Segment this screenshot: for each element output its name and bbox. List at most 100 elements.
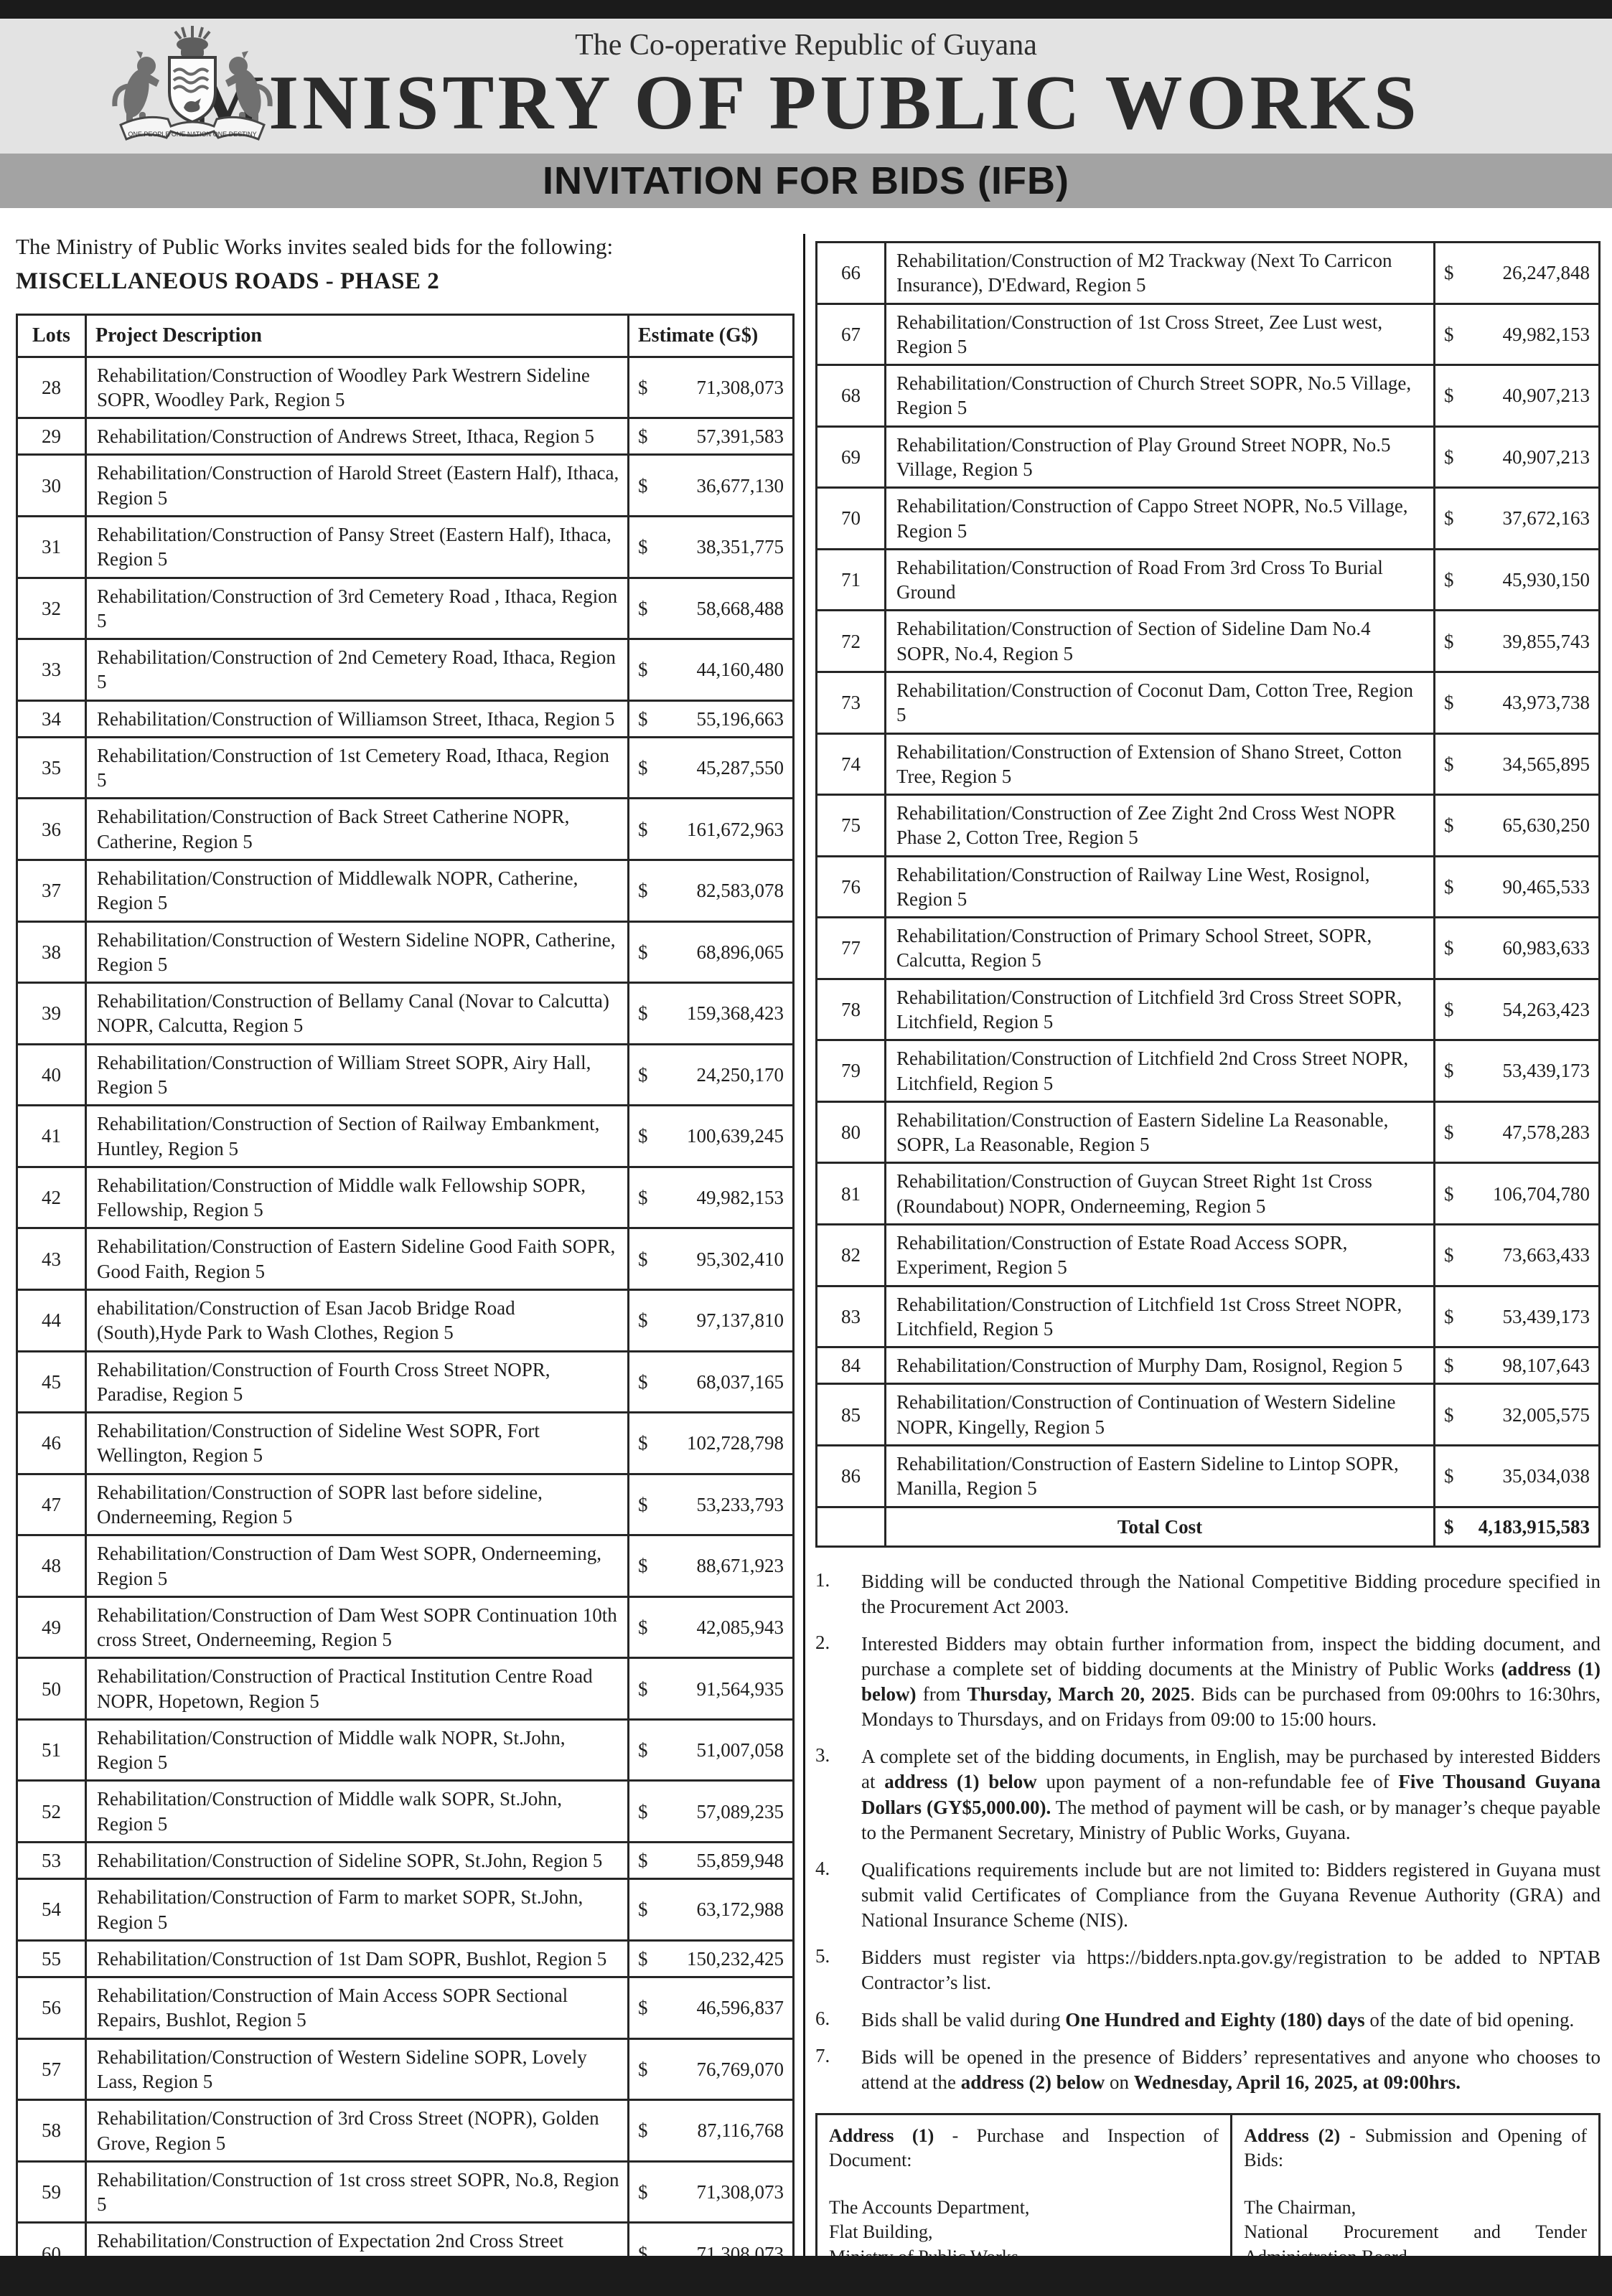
project-description: Rehabilitation/Construction of Middle wa… bbox=[85, 1165, 629, 1230]
project-description: Rehabilitation/Construction of Middlewal… bbox=[85, 859, 629, 923]
estimate-amount: 60,983,633 bbox=[1502, 937, 1590, 959]
right-column: 66 Rehabilitation/Construction of M2 Tra… bbox=[815, 234, 1601, 2296]
project-description: Rehabilitation/Construction of Bellamy C… bbox=[85, 982, 629, 1045]
estimate-cell: $ 68,896,065 bbox=[627, 920, 795, 984]
currency-symbol: $ bbox=[1444, 1515, 1454, 1538]
text-segment: Flat Building, bbox=[829, 2221, 933, 2243]
lot-number: 82 bbox=[815, 1223, 886, 1287]
table-row: 36 Rehabilitation/Construction of Back S… bbox=[16, 797, 795, 862]
table-row: 37 Rehabilitation/Construction of Middle… bbox=[16, 859, 795, 923]
table-row: 59 Rehabilitation/Construction of 1st cr… bbox=[16, 2160, 795, 2224]
bottom-border-bar bbox=[0, 2256, 1612, 2296]
estimate-amount: 63,172,988 bbox=[696, 1899, 784, 1921]
lot-number: 51 bbox=[16, 1718, 87, 1782]
text-segment: - Submission and Opening of Bids: bbox=[1244, 2125, 1588, 2171]
table-row: 58 Rehabilitation/Construction of 3rd Cr… bbox=[16, 2099, 795, 2163]
lot-number: 83 bbox=[815, 1284, 886, 1349]
address-line: The Accounts Department, bbox=[829, 2196, 1219, 2221]
estimate-cell: $ 54,263,423 bbox=[1433, 977, 1601, 1042]
lot-number: 85 bbox=[815, 1383, 886, 1446]
currency-symbol: $ bbox=[1444, 323, 1454, 345]
currency-symbol: $ bbox=[638, 659, 648, 681]
lot-number: 41 bbox=[16, 1104, 87, 1168]
table-row: 32 Rehabilitation/Construction of 3rd Ce… bbox=[16, 576, 795, 641]
project-description: Rehabilitation/Construction of Extension… bbox=[884, 732, 1435, 796]
lot-number: 67 bbox=[815, 302, 886, 367]
note-number: 2. bbox=[815, 1632, 830, 1653]
estimate-cell: $ 26,247,848 bbox=[1433, 241, 1601, 305]
table-row: 30 Rehabilitation/Construction of Harold… bbox=[16, 453, 795, 517]
lot-number: 52 bbox=[16, 1779, 87, 1844]
currency-symbol: $ bbox=[1444, 1305, 1454, 1327]
text-segment: address (1) below bbox=[884, 1771, 1037, 1793]
text-segment: upon payment of a non-refundable fee of bbox=[1036, 1771, 1399, 1793]
estimate-cell: $ 82,583,078 bbox=[627, 859, 795, 923]
note-number: 4. bbox=[815, 1857, 830, 1879]
estimate-amount: 35,034,038 bbox=[1502, 1465, 1590, 1487]
estimate-amount: 90,465,533 bbox=[1502, 875, 1590, 898]
col-header-lots: Lots bbox=[16, 314, 87, 358]
estimate-amount: 106,704,780 bbox=[1493, 1182, 1590, 1205]
note-item: 6. Bids shall be valid during One Hundre… bbox=[815, 2008, 1601, 2033]
lot-number: 77 bbox=[815, 916, 886, 980]
note-item: 7. Bids will be opened in the presence o… bbox=[815, 2045, 1601, 2095]
phase-title: MISCELLANEOUS ROADS - PHASE 2 bbox=[16, 268, 440, 294]
currency-symbol: $ bbox=[638, 818, 648, 840]
lot-number: 40 bbox=[16, 1043, 87, 1107]
project-description: Rehabilitation/Construction of Middle wa… bbox=[85, 1718, 629, 1782]
estimate-cell: $ 60,983,633 bbox=[1433, 916, 1601, 980]
estimate-cell: $ 58,668,488 bbox=[627, 576, 795, 641]
project-description: Rehabilitation/Construction of Fourth Cr… bbox=[85, 1350, 629, 1414]
note-text: A complete set of the bidding documents,… bbox=[861, 1744, 1601, 1845]
estimate-amount: 88,671,923 bbox=[696, 1555, 784, 1577]
table-row: 42 Rehabilitation/Construction of Middle… bbox=[16, 1165, 795, 1230]
table-row: 43 Rehabilitation/Construction of Easter… bbox=[16, 1227, 795, 1291]
estimate-amount: 159,368,423 bbox=[687, 1002, 784, 1025]
text-segment: . Bids can be purchased from 09:00hrs to… bbox=[861, 1683, 1601, 1731]
table-row: 55 Rehabilitation/Construction of 1st Da… bbox=[16, 1939, 795, 1979]
currency-symbol: $ bbox=[638, 597, 648, 619]
project-description: Rehabilitation/Construction of Western S… bbox=[85, 2037, 629, 2102]
project-description: Rehabilitation/Construction of Litchfiel… bbox=[884, 1284, 1435, 1349]
project-description: Rehabilitation/Construction of Western S… bbox=[85, 920, 629, 984]
project-description: Rehabilitation/Construction of Continuat… bbox=[884, 1383, 1435, 1446]
table-row: 85 Rehabilitation/Construction of Contin… bbox=[815, 1383, 1601, 1446]
text-segment: One Hundred and Eighty (180) days bbox=[1065, 2009, 1365, 2031]
project-description: Rehabilitation/Construction of 1st Dam S… bbox=[85, 1939, 629, 1979]
total-row: Total Cost $ 4,183,915,583 bbox=[815, 1505, 1601, 1548]
lot-number: 44 bbox=[16, 1288, 87, 1352]
estimate-cell: $ 47,578,283 bbox=[1433, 1100, 1601, 1165]
table-row: 50 Rehabilitation/Construction of Practi… bbox=[16, 1657, 795, 1721]
table-row: 57 Rehabilitation/Construction of Wester… bbox=[16, 2037, 795, 2102]
lot-number: 43 bbox=[16, 1227, 87, 1291]
estimate-cell: $ 32,005,575 bbox=[1433, 1383, 1601, 1446]
lot-number: 79 bbox=[815, 1039, 886, 1103]
currency-symbol: $ bbox=[638, 757, 648, 779]
estimate-cell: $ 106,704,780 bbox=[1433, 1162, 1601, 1225]
currency-symbol: $ bbox=[1444, 1060, 1454, 1082]
lot-number: 49 bbox=[16, 1595, 87, 1660]
table-row: 68 Rehabilitation/Construction of Church… bbox=[815, 364, 1601, 428]
estimate-cell: $ 24,250,170 bbox=[627, 1043, 795, 1107]
lot-number: 39 bbox=[16, 982, 87, 1045]
currency-symbol: $ bbox=[638, 474, 648, 497]
estimate-amount: 57,391,583 bbox=[696, 425, 784, 448]
text-segment: Bidders must register via https://bidder… bbox=[861, 1947, 1601, 1994]
project-description: ehabilitation/Construction of Esan Jacob… bbox=[85, 1288, 629, 1352]
estimate-amount: 49,982,153 bbox=[696, 1187, 784, 1208]
currency-symbol: $ bbox=[638, 2119, 648, 2142]
lot-number: 45 bbox=[16, 1350, 87, 1414]
lot-number: 32 bbox=[16, 576, 87, 641]
project-description: Rehabilitation/Construction of Back Stre… bbox=[85, 797, 629, 862]
currency-symbol: $ bbox=[638, 1125, 648, 1147]
project-description: Rehabilitation/Construction of Play Grou… bbox=[884, 425, 1435, 489]
column-divider bbox=[803, 234, 805, 2296]
lot-number: 36 bbox=[16, 797, 87, 862]
estimate-amount: 100,639,245 bbox=[687, 1125, 784, 1147]
estimate-amount: 32,005,575 bbox=[1502, 1403, 1590, 1426]
estimate-amount: 57,089,235 bbox=[696, 1800, 784, 1822]
estimate-cell: $ 34,565,895 bbox=[1433, 732, 1601, 796]
text-segment: Address (2) bbox=[1244, 2125, 1341, 2146]
text-segment: from bbox=[916, 1683, 967, 1705]
currency-symbol: $ bbox=[638, 880, 648, 902]
